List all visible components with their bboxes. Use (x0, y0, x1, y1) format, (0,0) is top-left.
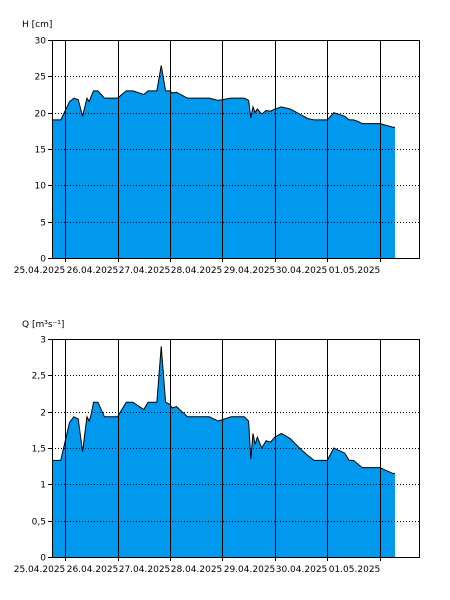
y-tick-label: 15 (35, 146, 46, 156)
x-tick-label: 01.05.2025 (329, 565, 381, 575)
x-tick-label: 29.04.2025 (224, 266, 276, 276)
y-tick-label: 0 (40, 554, 46, 564)
x-tick-label: 29.04.2025 (224, 565, 276, 575)
y-axis-label: Q [m³s⁻¹] (22, 320, 64, 330)
discharge-chart: 0 0,5 1 1,5 2 2,5 3 25.04.2025 26.04.2025 27.04.2… (14, 320, 420, 575)
x-tick-label: 30.04.2025 (276, 266, 328, 276)
x-tick-label: 25.04.2025 (14, 565, 66, 575)
x-tick-label: 25.04.2025 (14, 266, 66, 276)
y-tick-label: 25 (35, 73, 46, 83)
water-level-chart: 0 5 10 15 20 25 30 25.04.2025 26.04.2025 27.04.20… (14, 20, 420, 276)
x-tick-label: 27.04.2025 (119, 565, 171, 575)
plot-frame (52, 339, 420, 558)
series-line (52, 65, 395, 128)
y-tick-label: 1,5 (32, 445, 46, 455)
y-tick-label: 20 (35, 110, 47, 120)
y-tick-label: 1 (40, 481, 46, 491)
series-area (52, 346, 395, 557)
y-tick-label: 5 (40, 219, 46, 229)
y-tick-label: 2 (40, 409, 46, 419)
x-tick-label: 26.04.2025 (67, 565, 119, 575)
y-axis-label: H [cm] (22, 20, 52, 30)
x-tick-label: 28.04.2025 (171, 565, 223, 575)
series-line (52, 346, 395, 474)
x-tick-label: 30.04.2025 (276, 565, 328, 575)
x-tick-label: 26.04.2025 (67, 266, 119, 276)
y-tick-label: 30 (35, 37, 47, 47)
y-tick-label: 2,5 (32, 372, 46, 382)
x-tick-label: 01.05.2025 (329, 266, 381, 276)
series-area (52, 65, 395, 259)
y-tick-label: 10 (35, 182, 47, 192)
plot-frame (52, 40, 420, 259)
y-tick-label: 0,5 (32, 518, 46, 528)
y-tick-label: 3 (40, 336, 46, 346)
x-tick-label: 27.04.2025 (119, 266, 171, 276)
x-tick-label: 28.04.2025 (171, 266, 223, 276)
y-tick-label: 0 (40, 255, 46, 265)
